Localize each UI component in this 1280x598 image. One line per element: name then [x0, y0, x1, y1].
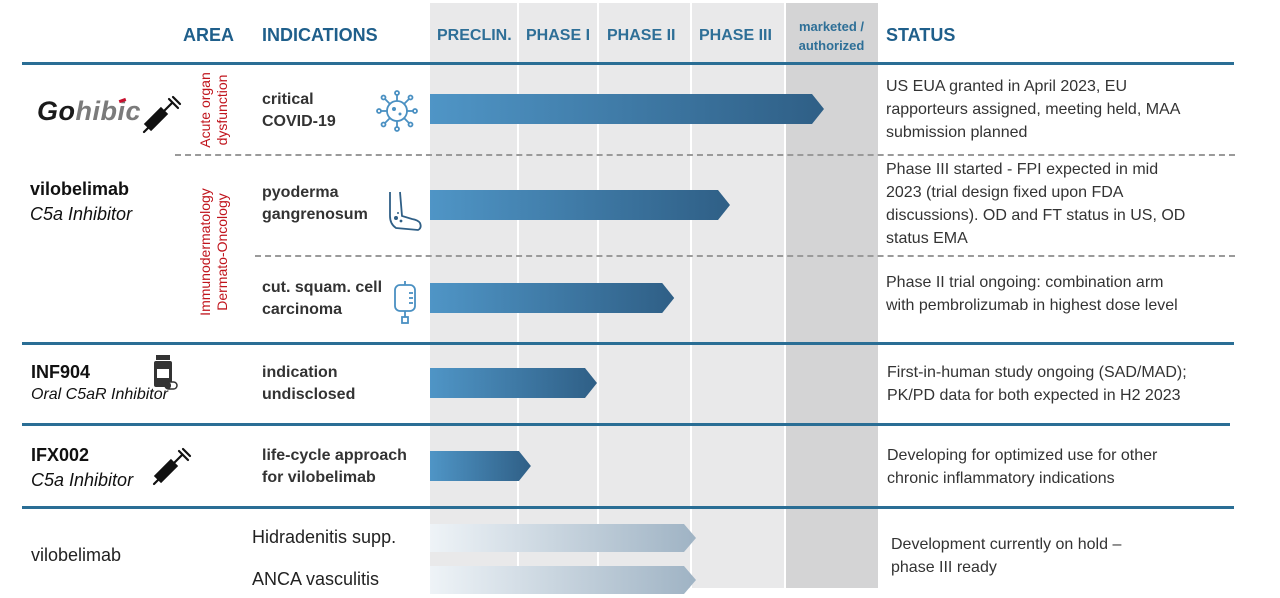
indication-pyoderma-line2: gangrenosum [262, 206, 368, 223]
product-inf904: INF904 [31, 362, 91, 382]
rule-top [22, 62, 1234, 65]
progress-bar-5 [430, 451, 531, 481]
status-pyoderma-line1: Phase III started - FPI expected in mid [886, 161, 1159, 178]
foot-icon [389, 191, 422, 231]
status-covid-line1: US EUA granted in April 2023, EU [886, 78, 1128, 95]
rule-hold [22, 506, 1234, 509]
status-cscc-line1: Phase II trial ongoing: combination arm [886, 274, 1164, 291]
status-pyoderma-line3: discussions). OD and FT status in US, OD [886, 207, 1186, 224]
progress-bar-hidradenitis [430, 524, 696, 552]
status-covid-line3: submission planned [886, 124, 1028, 141]
header-marketed: marketed / authorized [785, 17, 878, 55]
indication-covid-line2: COVID-19 [262, 113, 336, 130]
header-preclin: PRECLIN. [437, 27, 512, 44]
indication-pyoderma-line1: pyoderma [262, 184, 339, 201]
status-inf904-line2: PK/PD data for both expected in H2 2023 [887, 387, 1181, 404]
product-ifx002-subtitle: C5a Inhibitor [31, 470, 134, 490]
rule-dash-2 [255, 255, 1235, 257]
status-cscc: Phase II trial ongoing: combination arm … [886, 271, 1178, 317]
indication-covid-line1: critical [262, 91, 314, 108]
status-ifx002-line1: Developing for optimized use for other [887, 447, 1158, 464]
gohibic-logo: Gohibic [37, 96, 141, 127]
product-vilobelimab-subtitle: C5a Inhibitor [30, 204, 133, 224]
status-cscc-line2: with pembrolizumab in highest dose level [886, 297, 1178, 314]
status-pyoderma: Phase III started - FPI expected in mid … [886, 158, 1185, 250]
status-pyoderma-line2: 2023 (trial design fixed upon FDA [886, 184, 1124, 201]
syringe-icon [142, 95, 182, 134]
indication-covid: critical COVID-19 [262, 89, 336, 133]
indication-undisclosed-line1: indication [262, 364, 338, 381]
gohibic-logo-hibic: hibic [75, 96, 142, 126]
indication-lifecycle-line2: for vilobelimab [262, 469, 376, 486]
indication-undisclosed: indication undisclosed [262, 362, 355, 406]
progress-bar-4 [430, 368, 597, 398]
rule-dash-1 [175, 154, 1235, 156]
indication-lifecycle-line1: life-cycle approach [262, 447, 407, 464]
virus-icon [376, 90, 418, 132]
iv-bag-icon [394, 281, 416, 324]
status-inf904-line1: First-in-human study ongoing (SAD/MAD); [887, 364, 1187, 381]
indication-anca: ANCA vasculitis [252, 569, 380, 589]
indication-undisclosed-line2: undisclosed [262, 386, 356, 403]
product-ifx002: IFX002 [31, 445, 90, 465]
product-vilobelimab: vilobelimab [30, 179, 130, 199]
indication-pyoderma: pyoderma gangrenosum [262, 182, 368, 226]
gohibic-logo-go: Go [37, 96, 76, 126]
header-marketed-line1: marketed / [798, 19, 865, 34]
indication-hidradenitis: Hidradenitis supp. [252, 527, 397, 547]
syringe-icon-ifx002 [152, 447, 192, 486]
progress-bar-1 [430, 94, 824, 124]
status-hold-line2: phase III ready [891, 559, 997, 576]
pill-bottle-icon [154, 355, 178, 390]
status-covid-line2: rapporteurs assigned, meeting held, MAA [886, 101, 1181, 118]
indication-cscc-line1: cut. squam. cell [262, 279, 383, 296]
product-inf904-subtitle: Oral C5aR Inhibitor [31, 386, 168, 403]
product-vilobelimab-hold: vilobelimab [31, 545, 122, 565]
rule-inf904 [22, 342, 1234, 345]
status-inf904: First-in-human study ongoing (SAD/MAD); … [887, 361, 1187, 407]
header-phase3: PHASE III [699, 27, 772, 44]
indication-lifecycle: life-cycle approach for vilobelimab [262, 445, 407, 489]
header-indications: INDICATIONS [262, 25, 378, 45]
header-phase2: PHASE II [607, 27, 676, 44]
status-ifx002: Developing for optimized use for other c… [887, 444, 1157, 490]
rule-ifx002 [22, 423, 1230, 426]
header-status: STATUS [886, 25, 956, 45]
status-covid: US EUA granted in April 2023, EU rapport… [886, 75, 1180, 144]
status-pyoderma-line4: status EMA [886, 230, 968, 247]
progress-bar-3 [430, 283, 675, 313]
header-marketed-line2: authorized [798, 38, 865, 53]
indication-cscc-line2: carcinoma [262, 301, 343, 318]
indication-cscc: cut. squam. cell carcinoma [262, 277, 382, 321]
divider-phase3-marketed [784, 3, 786, 598]
header-area: AREA [183, 25, 235, 45]
header-phase1: PHASE I [526, 27, 591, 44]
divider-phase2-phase3 [690, 3, 692, 598]
progress-bar-2 [430, 190, 730, 220]
status-hold: Development currently on hold – phase II… [891, 533, 1121, 579]
status-hold-line1: Development currently on hold – [891, 536, 1122, 553]
progress-bar-anca [430, 566, 696, 594]
status-ifx002-line2: chronic inflammatory indications [887, 470, 1115, 487]
